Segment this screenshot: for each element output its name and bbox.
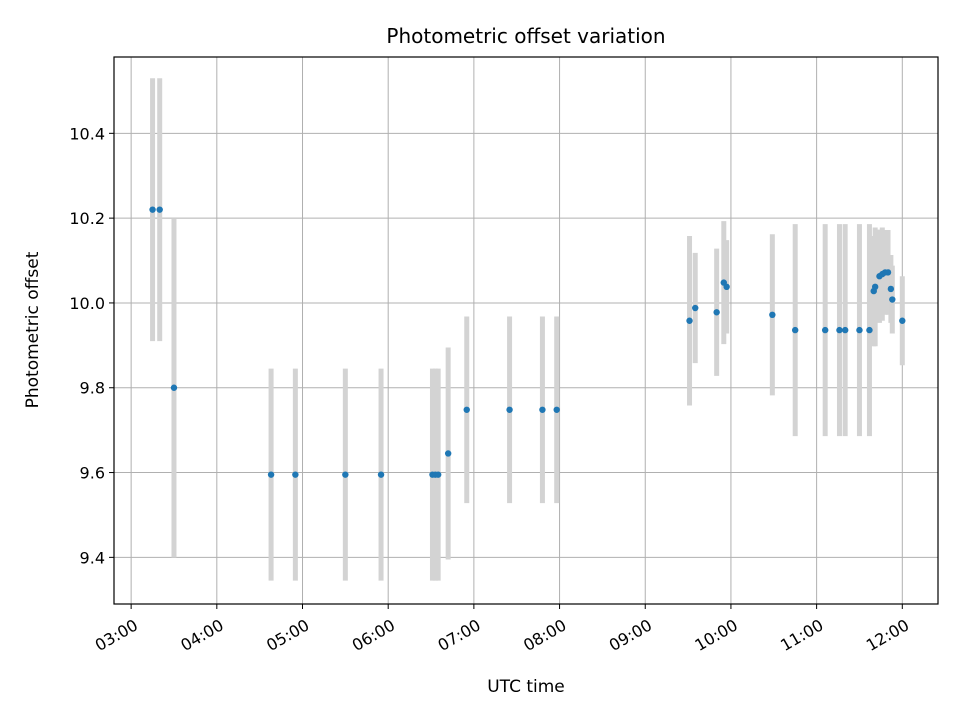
data-point [377, 471, 385, 478]
data-point [149, 206, 156, 213]
chart-title: Photometric offset variation [386, 24, 665, 48]
data-point [444, 450, 452, 457]
data-point [539, 406, 546, 413]
data-point [506, 406, 513, 413]
data-points [149, 206, 906, 478]
y-tick-label: 10.0 [69, 294, 105, 313]
data-point [821, 326, 829, 334]
data-point [170, 384, 178, 391]
data-point [884, 269, 892, 276]
data-point [856, 326, 863, 334]
data-point [836, 326, 843, 334]
x-axis-label: UTC time [487, 677, 565, 697]
plot-frame [113, 56, 939, 605]
data-point [553, 406, 560, 413]
data-point [342, 471, 349, 478]
data-point [769, 311, 776, 319]
data-point [156, 206, 163, 213]
data-point [866, 326, 873, 334]
grid [114, 57, 938, 604]
data-point [841, 326, 849, 334]
data-point [713, 309, 720, 316]
y-axis-label: Photometric offset [23, 251, 43, 408]
y-tick-label: 9.6 [80, 464, 105, 483]
data-point [791, 326, 799, 334]
data-point [692, 304, 699, 312]
y-tick-label: 9.4 [80, 548, 105, 567]
y-tick-label: 9.8 [80, 379, 105, 398]
data-point [887, 285, 895, 293]
data-point [686, 317, 693, 324]
data-point [871, 283, 879, 291]
data-point [889, 296, 896, 303]
data-point [723, 283, 730, 291]
data-point [434, 471, 442, 478]
data-point [267, 471, 275, 478]
data-point [292, 471, 299, 478]
y-axis-ticks: 9.4 9.6 9.8 10.0 10.2 10.4 [69, 124, 114, 567]
y-tick-label: 10.2 [69, 209, 105, 228]
y-tick-label: 10.4 [69, 124, 105, 143]
data-point [463, 406, 470, 413]
data-point [899, 317, 906, 324]
